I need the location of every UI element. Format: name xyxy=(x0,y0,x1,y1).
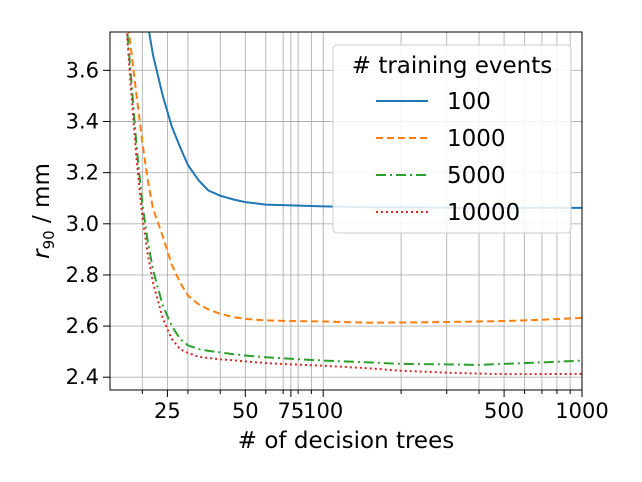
y-tick-label: 2.4 xyxy=(66,365,99,389)
y-tick-label: 2.6 xyxy=(66,314,99,338)
legend-label-1000: 1000 xyxy=(447,126,506,152)
series-line-10000 xyxy=(125,32,582,376)
plot-frame xyxy=(109,31,583,391)
x-axis-label: # of decision trees xyxy=(238,428,454,454)
legend-label-10000: 10000 xyxy=(447,200,520,226)
y-tick-label: 3.4 xyxy=(66,110,99,134)
legend: # training events 100 1000 5000 10000 xyxy=(332,44,572,234)
y-axis-label: r90 / mm xyxy=(29,163,58,259)
legend-label-5000: 5000 xyxy=(447,163,506,189)
x-tick-label: 100 xyxy=(303,399,343,423)
x-tick-label: 25 xyxy=(154,399,181,423)
series-line-1000 xyxy=(127,32,582,324)
y-tick-label: 3.2 xyxy=(66,161,99,185)
legend-title: # training events xyxy=(352,53,553,79)
x-tick-label: 75 xyxy=(278,399,305,423)
series-line-5000 xyxy=(126,32,582,366)
x-tick-label: 500 xyxy=(484,399,524,423)
legend-label-100: 100 xyxy=(447,89,491,115)
y-tick-label: 3.6 xyxy=(66,58,99,82)
x-tick-label: 1000 xyxy=(555,399,608,423)
legend-box xyxy=(332,44,572,234)
y-tick-label: 3.0 xyxy=(66,212,99,236)
x-tick-label: 50 xyxy=(232,399,259,423)
y-tick-label: 2.8 xyxy=(66,263,99,287)
